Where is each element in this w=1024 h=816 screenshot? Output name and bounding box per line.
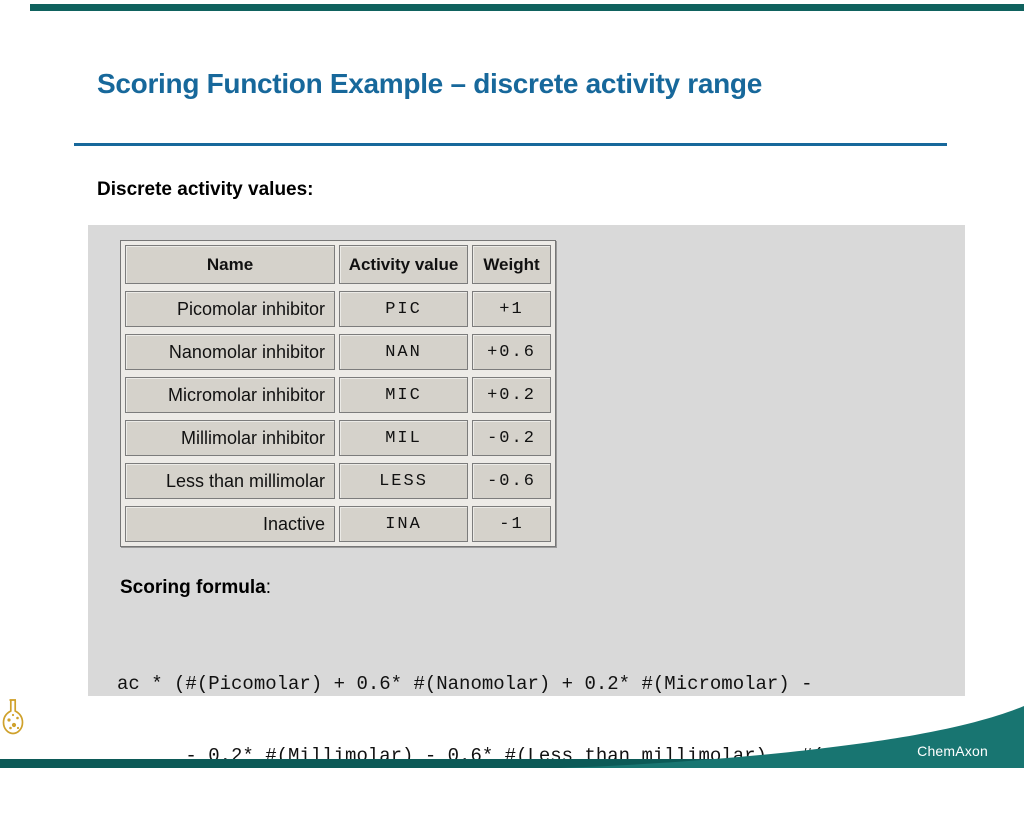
table-cell-weight-row-2: +0.2 <box>472 377 551 413</box>
table-cell-value-row-2: MIC <box>339 377 468 413</box>
content-panel: Name Activity value Weight Picomolar inh… <box>88 225 965 767</box>
title-underline <box>74 143 947 146</box>
formula-line-1: ac * (#(Picomolar) + 0.6* #(Nanomolar) +… <box>117 673 813 695</box>
table-cell-weight-row-5: -1 <box>472 506 551 542</box>
table-cell-value-row-3: MIL <box>339 420 468 456</box>
brand-logo-text: ChemAxon <box>917 743 988 759</box>
table-cell-value-row-0: PIC <box>339 291 468 327</box>
table-cell-weight-row-4: -0.6 <box>472 463 551 499</box>
column-header-value: Activity value <box>339 245 468 284</box>
table-cell-name-row-2: Micromolar inhibitor <box>125 377 335 413</box>
table-cell-weight-row-3: -0.2 <box>472 420 551 456</box>
table-cell-name-row-3: Millimolar inhibitor <box>125 420 335 456</box>
table-cell-name-row-5: Inactive <box>125 506 335 542</box>
table-cell-name-row-0: Picomolar inhibitor <box>125 291 335 327</box>
formula-label-colon: : <box>265 577 271 598</box>
column-header-name: Name <box>125 245 335 284</box>
formula-label-text: Scoring formula <box>120 577 266 598</box>
table-cell-name-row-1: Nanomolar inhibitor <box>125 334 335 370</box>
formula-label: Scoring formula: <box>120 577 271 599</box>
section-label: Discrete activity values: <box>97 179 314 200</box>
flask-icon <box>2 699 24 735</box>
activity-table-body: Name Activity value Weight Picomolar inh… <box>125 245 551 542</box>
table-cell-value-row-5: INA <box>339 506 468 542</box>
page-title: Scoring Function Example – discrete acti… <box>97 68 762 99</box>
column-header-weight: Weight <box>472 245 551 284</box>
footer: ChemAxon <box>0 698 1024 768</box>
table-cell-name-row-4: Less than millimolar <box>125 463 335 499</box>
top-accent-bar <box>30 4 1024 11</box>
activity-table: Name Activity value Weight Picomolar inh… <box>120 240 556 547</box>
table-cell-value-row-4: LESS <box>339 463 468 499</box>
table-cell-weight-row-0: +1 <box>472 291 551 327</box>
footer-swoosh <box>0 706 1024 768</box>
table-cell-weight-row-1: +0.6 <box>472 334 551 370</box>
table-cell-value-row-1: NAN <box>339 334 468 370</box>
